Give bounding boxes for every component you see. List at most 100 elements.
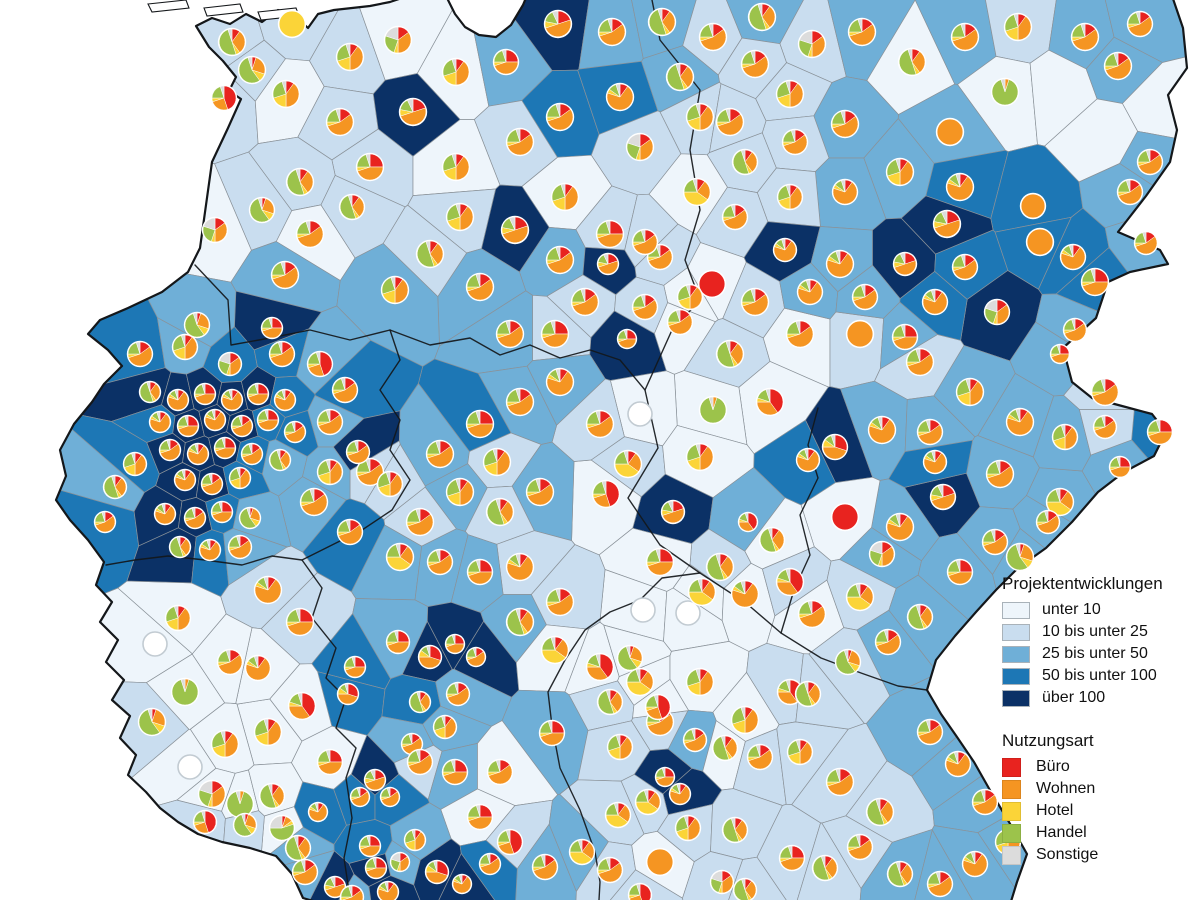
district-pie — [1080, 267, 1110, 297]
legend-class-label: unter 10 — [1042, 601, 1101, 618]
district-pie — [786, 738, 814, 766]
district-pie — [285, 167, 315, 197]
district-pie — [177, 754, 203, 780]
district-pie — [171, 333, 199, 361]
district-pie — [811, 854, 839, 882]
district-pie — [922, 449, 948, 475]
district-pie — [1136, 148, 1164, 176]
legend-class-row: über 100 — [1002, 687, 1197, 709]
district-pie — [138, 380, 162, 404]
district-pie — [885, 512, 915, 542]
district-pie — [630, 597, 656, 623]
district-pie — [248, 196, 276, 224]
district-pie — [1005, 542, 1035, 572]
district-pie — [225, 789, 255, 819]
district-pie — [364, 856, 388, 880]
district-pie — [851, 283, 879, 311]
district-pie — [596, 252, 620, 276]
district-pie — [545, 245, 575, 275]
district-pie — [732, 877, 758, 900]
district-pie — [834, 648, 862, 676]
district-pie — [906, 603, 934, 631]
district-pie — [273, 388, 297, 412]
district-pie — [604, 801, 632, 829]
district-pie — [482, 447, 512, 477]
district-pie — [500, 215, 530, 245]
district-pie — [1059, 243, 1087, 271]
district-pie — [331, 376, 359, 404]
district-pie — [945, 172, 975, 202]
district-pie — [1133, 230, 1159, 256]
district-pie — [1092, 414, 1118, 440]
district-pie — [891, 323, 919, 351]
legend-usage-label: Büro — [1036, 758, 1070, 775]
district-pie — [465, 646, 487, 668]
district-pie — [228, 466, 252, 490]
district-pie — [595, 219, 625, 249]
legend-class-row: unter 10 — [1002, 599, 1197, 621]
district-pie — [845, 319, 875, 349]
district-pie — [345, 439, 371, 465]
district-pie — [674, 814, 702, 842]
district-pie — [711, 734, 739, 762]
legend-class-label: über 100 — [1042, 689, 1106, 706]
district-pie — [102, 474, 128, 500]
district-pie — [183, 506, 207, 530]
district-pie — [93, 510, 117, 534]
district-pie — [200, 472, 224, 496]
district-pie — [306, 350, 334, 378]
district-pie — [981, 528, 1009, 556]
district-pie — [122, 451, 148, 477]
district-pie — [268, 340, 296, 368]
district-pie — [668, 782, 692, 806]
legend-projekt-title: Projektentwicklungen — [1002, 574, 1163, 593]
district-pie — [685, 667, 715, 697]
district-pie — [217, 27, 247, 57]
district-pie — [631, 293, 659, 321]
district-pie — [625, 667, 655, 697]
district-pie — [363, 768, 387, 792]
district-pie — [746, 743, 774, 771]
district-pie — [568, 838, 596, 866]
district-pie — [795, 447, 821, 473]
district-pie — [213, 436, 237, 460]
district-pie — [545, 587, 575, 617]
district-pie — [216, 648, 244, 676]
district-pie — [847, 17, 877, 47]
district-pie — [625, 132, 655, 162]
district-pie — [137, 707, 167, 737]
district-pie — [740, 49, 770, 79]
district-pie — [408, 690, 432, 714]
legend-nutzung-title: Nutzungsart — [1002, 731, 1094, 750]
district-pie — [295, 219, 325, 249]
district-pie — [424, 859, 450, 885]
island — [147, 0, 190, 13]
district-pie — [240, 442, 264, 466]
legend-class-swatch — [1002, 689, 1030, 707]
district-pie — [865, 797, 895, 827]
district-pie — [336, 518, 364, 546]
district-pie — [785, 319, 815, 349]
district-pie — [545, 102, 575, 132]
district-pie — [383, 25, 413, 55]
district-pie — [634, 788, 662, 816]
country-outline — [54, 0, 1189, 900]
district-pie — [220, 388, 244, 412]
district-pie — [246, 382, 270, 406]
district-pie — [730, 705, 760, 735]
district-pie — [631, 228, 659, 256]
district-pie — [825, 249, 855, 279]
district-pie — [210, 84, 238, 112]
district-pie — [126, 340, 154, 368]
district-pie — [283, 420, 307, 444]
district-pie — [905, 347, 935, 377]
district-pie — [613, 449, 643, 479]
district-pie — [203, 408, 227, 432]
legend-class-swatch — [1002, 601, 1030, 619]
district-pie — [1035, 509, 1061, 535]
district-pie — [256, 408, 280, 432]
district-pie — [596, 688, 624, 716]
district-pie — [1025, 227, 1055, 257]
district-pie — [339, 884, 365, 900]
district-pie — [466, 558, 494, 586]
